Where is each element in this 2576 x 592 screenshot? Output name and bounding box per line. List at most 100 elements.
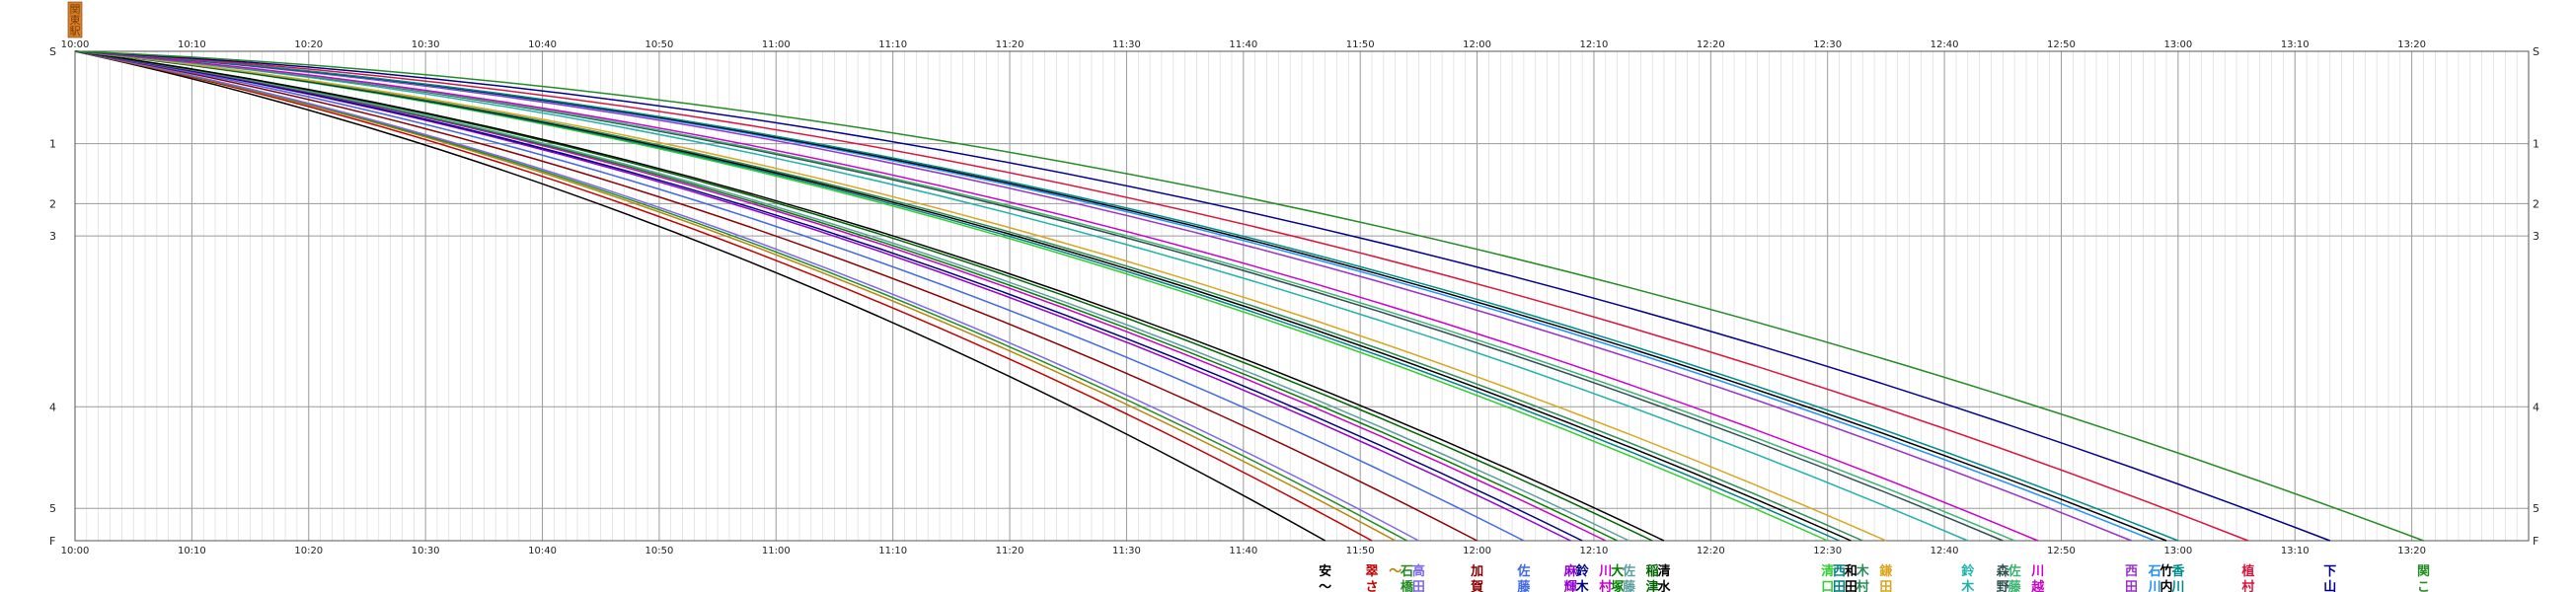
- runner-label: 口: [1821, 580, 1834, 592]
- runner-label: 鈴: [1576, 563, 1590, 579]
- series-line: [74, 50, 1863, 542]
- start-tag-char: 東: [70, 14, 81, 27]
- runner-label: 津: [1646, 579, 1659, 592]
- x-tick-label-top: 10:10: [178, 39, 206, 50]
- runner-label: 麻: [1563, 563, 1578, 579]
- runner-label: 安: [1319, 563, 1331, 579]
- runner-label: 西: [1833, 564, 1846, 579]
- series-line: [74, 50, 1583, 542]
- x-tick-label-top: 11:40: [1229, 39, 1257, 50]
- x-tick-label-top: 12:00: [1463, 39, 1491, 50]
- x-tick-label-top: 12:30: [1813, 39, 1842, 50]
- runner-label: 高: [1412, 563, 1425, 579]
- x-tick-label-bottom: 11:30: [1112, 546, 1141, 556]
- runner-label: 竹: [2159, 563, 2173, 579]
- runner-label: 木: [1960, 579, 1975, 592]
- series-lines: [74, 50, 2424, 542]
- runner-label: 田: [1879, 580, 1892, 592]
- series-line: [74, 50, 2424, 542]
- runner-label: 〜: [1389, 564, 1402, 579]
- x-tick-label-top: 13:10: [2281, 39, 2310, 50]
- x-tick-label-top: 11:50: [1346, 39, 1375, 50]
- runner-label: 川: [2030, 564, 2044, 579]
- series-line: [74, 50, 1665, 542]
- x-tick-label-bottom: 13:20: [2397, 546, 2426, 556]
- station-label-left: 2: [49, 197, 56, 210]
- runner-label: 藤: [1623, 579, 1636, 592]
- x-tick-label-bottom: 10:10: [178, 546, 206, 556]
- runner-label: 田: [2125, 580, 2138, 592]
- x-tick-label-bottom: 13:10: [2281, 546, 2310, 556]
- station-label-left: F: [49, 535, 55, 548]
- runner-label: 石: [1400, 564, 1413, 579]
- runner-label: さ: [1366, 580, 1379, 592]
- runner-label: 植: [2240, 563, 2254, 579]
- runner-label: 翠: [1366, 564, 1379, 579]
- runner-label: 輝: [1564, 579, 1577, 592]
- runner-label: 塚: [1611, 580, 1624, 592]
- series-line: [74, 50, 1326, 542]
- x-tick-label-bottom: 11:00: [762, 546, 791, 556]
- runner-label: 川: [1598, 564, 1612, 579]
- runner-label: 川: [2148, 580, 2161, 592]
- x-tick-label-top: 12:40: [1931, 39, 1959, 50]
- x-tick-label-bottom: 11:50: [1346, 546, 1375, 556]
- series-line: [74, 50, 2179, 542]
- runner-label: 佐: [1516, 563, 1530, 579]
- runner-label: 清: [1657, 563, 1670, 579]
- runner-label: 鈴: [1961, 563, 1975, 579]
- runner-label: 野: [1997, 580, 2009, 592]
- runner-label: 村: [2241, 579, 2254, 592]
- station-label-right: 1: [2533, 138, 2539, 151]
- x-tick-label-bottom: 11:10: [878, 546, 907, 556]
- x-tick-label-top: 11:10: [878, 39, 907, 50]
- runner-label: 水: [1657, 579, 1671, 592]
- x-tick-label-bottom: 11:20: [996, 546, 1024, 556]
- runner-label: 山: [2323, 579, 2336, 592]
- station-label-right: S: [2533, 45, 2539, 58]
- runner-label: 〜: [1319, 580, 1331, 592]
- station-label-right: 4: [2533, 401, 2539, 413]
- series-line: [74, 50, 1419, 542]
- runner-label: 村: [1856, 579, 1869, 592]
- station-label-left: 4: [49, 401, 56, 413]
- runner-label: 加: [1470, 564, 1483, 579]
- x-tick-label-top: 12:20: [1697, 39, 1725, 50]
- series-line: [74, 50, 2132, 542]
- station-label-right: F: [2533, 535, 2538, 548]
- runner-label: 内: [2160, 579, 2173, 592]
- x-tick-label-bottom: 11:40: [1229, 546, 1257, 556]
- runner-label: 木: [1575, 579, 1590, 592]
- runner-label: 川: [2170, 580, 2184, 592]
- x-tick-label-top: 13:00: [2163, 39, 2192, 50]
- runner-label: 田: [1833, 580, 1846, 592]
- x-tick-label-bottom: 10:20: [294, 546, 323, 556]
- runner-label: 賀: [1470, 579, 1483, 592]
- start-tag-char: 駅: [70, 25, 81, 37]
- x-tick-label-bottom: 13:00: [2163, 546, 2192, 556]
- start-tag-box: [67, 1, 83, 38]
- series-line: [74, 50, 1969, 542]
- runner-label: 下: [2323, 564, 2336, 579]
- station-label-right: 3: [2533, 230, 2539, 243]
- series-line: [74, 50, 2249, 542]
- series-line: [74, 50, 2015, 542]
- x-tick-label-top: 12:50: [2047, 39, 2076, 50]
- x-tick-label-bottom: 12:30: [1813, 546, 1842, 556]
- x-tick-label-bottom: 12:20: [1697, 546, 1725, 556]
- x-tick-label-top: 10:20: [294, 39, 323, 50]
- runner-label: 藤: [2008, 579, 2022, 592]
- station-label-left: S: [49, 45, 56, 58]
- runner-label: 森: [1997, 563, 2010, 579]
- series-line: [74, 50, 1887, 542]
- runner-label: 関: [2417, 564, 2430, 579]
- x-tick-label-bottom: 12:40: [1931, 546, 1959, 556]
- runner-label: 木: [1856, 563, 1870, 579]
- x-tick-label-top: 10:30: [412, 39, 440, 50]
- series-line: [74, 50, 1525, 542]
- x-tick-label-top: 10:50: [644, 39, 673, 50]
- runner-label: 田: [1412, 580, 1425, 592]
- runner-label: 田: [1845, 580, 1857, 592]
- x-tick-label-top: 11:30: [1112, 39, 1141, 50]
